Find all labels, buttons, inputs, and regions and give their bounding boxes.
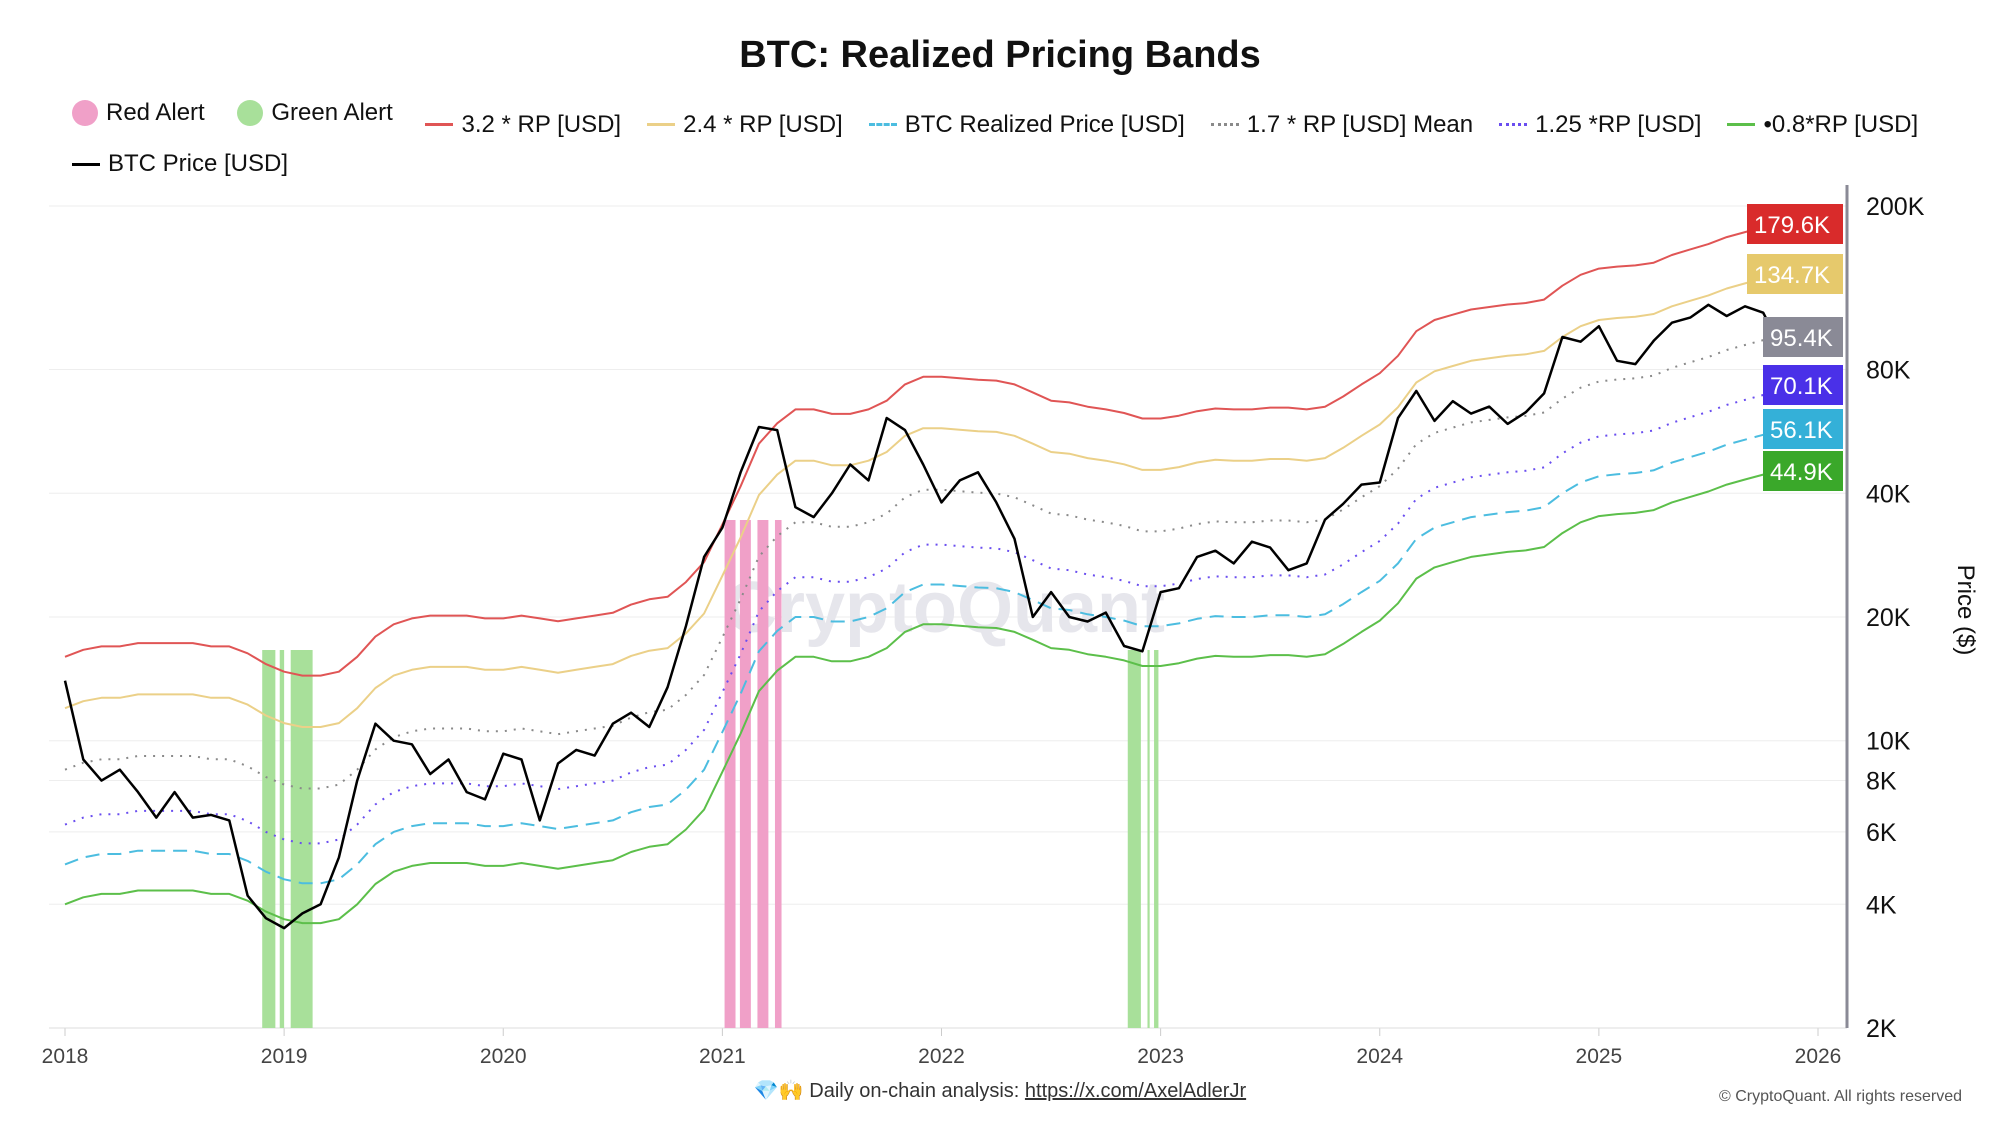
legend-swatch bbox=[72, 162, 100, 166]
copyright: © CryptoQuant. All rights reserved bbox=[1719, 1088, 1962, 1105]
red-alert-swatch bbox=[72, 100, 98, 126]
legend-label: BTC Price [USD] bbox=[108, 150, 289, 177]
legend-series-6[interactable]: BTC Price [USD] bbox=[72, 147, 288, 181]
legend-label: •0.8*RP [USD] bbox=[1763, 110, 1919, 138]
legend-series-3[interactable]: 1.7 * RP [USD] Mean bbox=[1210, 108, 1474, 142]
y-tick-label: 40K bbox=[1866, 480, 1911, 508]
watermark: CryptoQuant bbox=[725, 568, 1165, 648]
legend-swatch bbox=[868, 123, 897, 126]
green-alert-bar bbox=[290, 650, 313, 1028]
red-alert-bar bbox=[757, 520, 769, 1028]
x-tick-label: 2025 bbox=[1576, 1045, 1623, 1068]
y-tick-label: 8K bbox=[1866, 768, 1897, 796]
series-line-1 bbox=[64, 275, 1800, 728]
legend-swatch bbox=[647, 123, 676, 126]
x-tick-label: 2023 bbox=[1137, 1045, 1184, 1068]
x-tick-label: 2022 bbox=[918, 1045, 965, 1068]
y-tick-label: 10K bbox=[1866, 728, 1911, 756]
legend: Red Alert Green Alert 3.2 * RP [USD] 2.4 … bbox=[72, 96, 1972, 181]
legend-series: 3.2 * RP [USD] 2.4 * RP [USD] BTC Realized… bbox=[72, 105, 1944, 177]
legend-series-1[interactable]: 2.4 * RP [USD] bbox=[647, 108, 843, 142]
last-value-label: 56.1K bbox=[1770, 417, 1833, 444]
green-alert-bar bbox=[262, 650, 276, 1028]
x-tick-label: 2020 bbox=[480, 1045, 527, 1068]
legend-series-5[interactable]: •0.8*RP [USD] bbox=[1727, 108, 1918, 142]
series-line-2 bbox=[64, 431, 1800, 885]
green-alert-swatch bbox=[237, 100, 264, 126]
series-line-6 bbox=[63, 303, 1800, 930]
legend-label: Green Alert bbox=[271, 99, 393, 126]
x-tick-label: 2019 bbox=[261, 1045, 308, 1068]
legend-label: BTC Realized Price [USD] bbox=[904, 110, 1185, 138]
series-line-0 bbox=[64, 224, 1800, 677]
x-tick-label: 2024 bbox=[1356, 1045, 1403, 1068]
last-value-label: 44.9K bbox=[1770, 459, 1833, 486]
legend-label: 2.4 * RP [USD] bbox=[683, 110, 843, 138]
footer-emoji: 💎🙌 bbox=[753, 1080, 804, 1102]
series-line-3 bbox=[64, 337, 1800, 790]
y-tick-label: 4K bbox=[1866, 891, 1897, 919]
y-tick-label: 200K bbox=[1866, 193, 1925, 221]
legend-label: 3.2 * RP [USD] bbox=[461, 110, 622, 138]
last-value-tag bbox=[1763, 451, 1843, 491]
legend-label: 1.7 * RP [USD] Mean bbox=[1246, 110, 1474, 138]
green-alert-bar bbox=[1127, 650, 1141, 1028]
x-tick-label: 2018 bbox=[42, 1045, 89, 1068]
last-value-tag bbox=[1763, 317, 1843, 357]
y-tick-label: 80K bbox=[1866, 357, 1911, 385]
x-tick-label: 2026 bbox=[1795, 1045, 1842, 1068]
legend-swatch bbox=[1210, 123, 1239, 126]
last-value-label: 134.7K bbox=[1754, 262, 1830, 289]
legend-green-alert[interactable]: Green Alert bbox=[237, 96, 393, 130]
legend-red-alert[interactable]: Red Alert bbox=[72, 96, 205, 130]
legend-swatch bbox=[425, 123, 454, 126]
y-tick-label: 6K bbox=[1866, 819, 1897, 847]
footer: 💎🙌 Daily on-chain analysis: https://x.co… bbox=[0, 1078, 2000, 1103]
x-tick-label: 2021 bbox=[699, 1045, 746, 1068]
legend-swatch bbox=[1499, 123, 1528, 126]
series-line-5 bbox=[64, 471, 1800, 925]
last-value-tag bbox=[1747, 254, 1843, 294]
legend-series-2[interactable]: BTC Realized Price [USD] bbox=[868, 108, 1185, 142]
red-alert-bar bbox=[774, 520, 782, 1028]
last-value-tag bbox=[1747, 204, 1843, 244]
chart-title: BTC: Realized Pricing Bands bbox=[739, 34, 1261, 76]
y-tick-label: 20K bbox=[1866, 604, 1911, 632]
last-value-label: 179.6K bbox=[1754, 212, 1830, 239]
legend-label: Red Alert bbox=[106, 99, 205, 126]
green-alert-bar bbox=[1147, 650, 1150, 1028]
legend-series-4[interactable]: 1.25 *RP [USD] bbox=[1499, 108, 1701, 142]
last-value-tag bbox=[1763, 365, 1843, 405]
green-alert-bar bbox=[279, 650, 285, 1028]
legend-series-0[interactable]: 3.2 * RP [USD] bbox=[425, 108, 621, 142]
legend-label: 1.25 *RP [USD] bbox=[1535, 110, 1702, 138]
red-alert-bar bbox=[724, 520, 736, 1028]
legend-swatch bbox=[1727, 123, 1756, 126]
footer-text: Daily on-chain analysis: bbox=[809, 1080, 1025, 1102]
footer-link[interactable]: https://x.com/AxelAdlerJr bbox=[1024, 1080, 1247, 1102]
red-alert-bar bbox=[739, 520, 751, 1028]
last-value-tag bbox=[1763, 409, 1843, 449]
last-value-label: 95.4K bbox=[1770, 325, 1833, 352]
last-value-label: 70.1K bbox=[1770, 373, 1833, 400]
y-axis-title: Price ($) bbox=[1952, 565, 1979, 656]
green-alert-bar bbox=[1154, 650, 1159, 1028]
y-tick-label: 2K bbox=[1866, 1015, 1897, 1043]
